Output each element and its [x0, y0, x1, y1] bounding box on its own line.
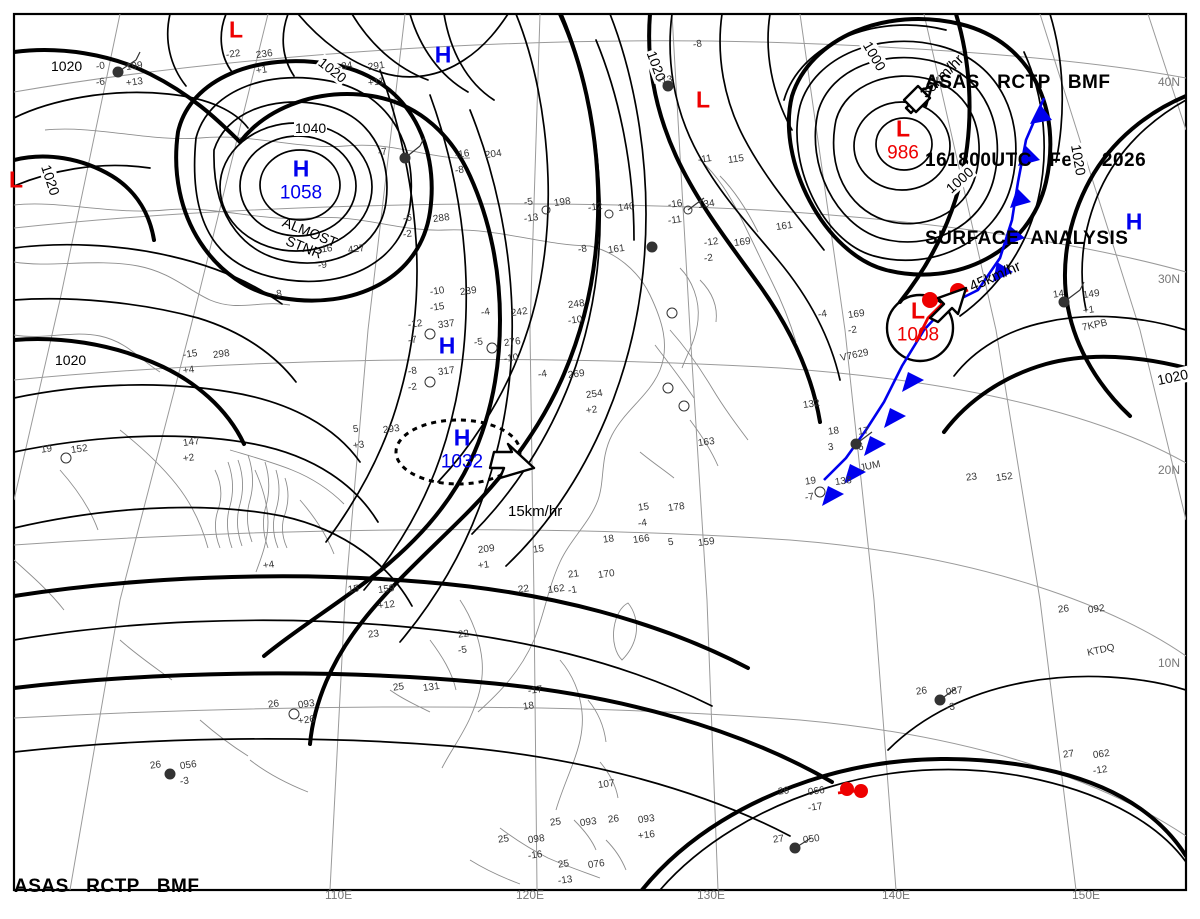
isobars-thin [14, 14, 1186, 890]
title-block-bottom: ASAS RCTP BMF 161800UTC Feb 2026 SURFACE… [14, 822, 235, 919]
movement-arrows [488, 84, 968, 480]
high-1032-boundary [394, 418, 522, 486]
title-bottom-line1: ASAS RCTP BMF [14, 876, 200, 897]
isobars-bold [14, 14, 1186, 890]
cold-front-pips [822, 104, 1052, 506]
arrow-1032 [488, 442, 536, 480]
title-top-line1: ASAS RCTP BMF [925, 72, 1111, 93]
arrow-1008 [928, 286, 968, 324]
title-block-top: ASAS RCTP BMF 161800UTC Feb 2026 SURFACE… [925, 18, 1146, 304]
warm-front-lower-bumps [840, 782, 868, 798]
station-wind-barbs [117, 51, 1085, 849]
low-1008-boundary [885, 293, 955, 363]
map-border [12, 12, 1188, 892]
title-top-line3: SURFACE ANALYSIS [925, 228, 1129, 249]
title-top-line2: 161800UTC Feb 2026 [925, 150, 1147, 171]
